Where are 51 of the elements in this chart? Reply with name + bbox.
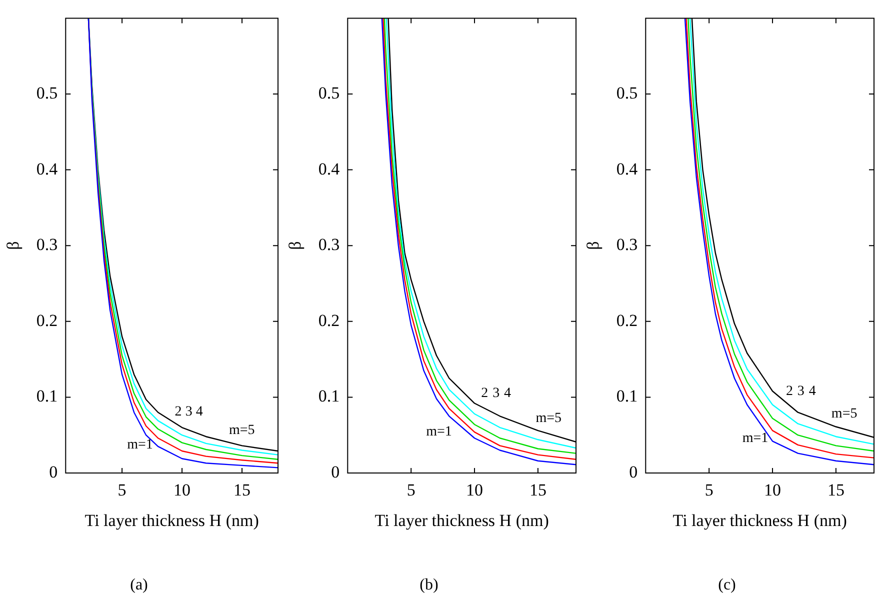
x-tick-label: 10 xyxy=(466,480,484,500)
x-axis-title: Ti layer thickness H (nm) xyxy=(84,511,259,530)
y-tick-label: 0.5 xyxy=(36,83,58,102)
x-tick-label: 15 xyxy=(827,480,844,500)
y-tick-label: 0.2 xyxy=(36,310,58,330)
y-axis-title: β xyxy=(584,241,603,250)
x-tick-label: 5 xyxy=(118,480,126,500)
x-tick-label: 10 xyxy=(174,480,191,500)
x-tick-label: 15 xyxy=(529,480,546,500)
y-tick-label: 0.4 xyxy=(36,159,58,178)
y-tick-label: 0.2 xyxy=(318,310,340,330)
x-tick-label: 10 xyxy=(764,480,782,500)
annotation: 2 xyxy=(481,386,488,402)
annotation: m=5 xyxy=(229,422,255,438)
annotation: m=1 xyxy=(742,431,768,446)
y-tick-label: 0.2 xyxy=(616,310,638,330)
y-tick-label: 0.1 xyxy=(616,386,638,406)
annotation: 2 xyxy=(786,384,794,399)
x-tick-label: 15 xyxy=(234,480,251,500)
annotation: m=1 xyxy=(127,437,153,452)
y-tick-label: 0.5 xyxy=(616,83,638,102)
y-tick-label: 0.1 xyxy=(318,386,340,406)
annotation: 4 xyxy=(808,384,816,399)
annotation: 4 xyxy=(196,404,203,420)
y-tick-label: 0.4 xyxy=(616,159,638,178)
text: (b) xyxy=(420,576,438,594)
y-tick-label: 0 xyxy=(629,462,638,482)
annotation: 3 xyxy=(185,404,192,420)
text: (c) xyxy=(718,576,736,594)
x-tick-label: 5 xyxy=(406,480,416,500)
y-tick-label: 0.3 xyxy=(616,235,638,254)
y-tick-label: 0 xyxy=(331,462,340,482)
annotation: 3 xyxy=(797,384,804,399)
y-tick-label: 0.5 xyxy=(318,83,340,102)
text: (a) xyxy=(130,576,148,594)
annotation: 4 xyxy=(504,386,511,402)
annotation: m=1 xyxy=(426,424,452,440)
y-axis-title: β xyxy=(286,241,305,250)
annotation: m=5 xyxy=(536,411,562,426)
y-tick-label: 0.3 xyxy=(318,235,340,254)
y-tick-label: 0.1 xyxy=(36,386,58,406)
y-axis-title: β xyxy=(4,241,23,250)
annotation: 3 xyxy=(492,386,500,402)
y-tick-label: 0 xyxy=(49,462,58,482)
annotation: 2 xyxy=(174,404,182,420)
x-axis-title: Ti layer thickness H (nm) xyxy=(374,511,549,530)
y-tick-label: 0.4 xyxy=(318,159,340,178)
annotation: m=5 xyxy=(831,406,858,422)
x-axis-title: Ti layer thickness H (nm) xyxy=(672,511,847,530)
x-tick-label: 5 xyxy=(704,480,714,500)
y-tick-label: 0.3 xyxy=(36,235,58,254)
